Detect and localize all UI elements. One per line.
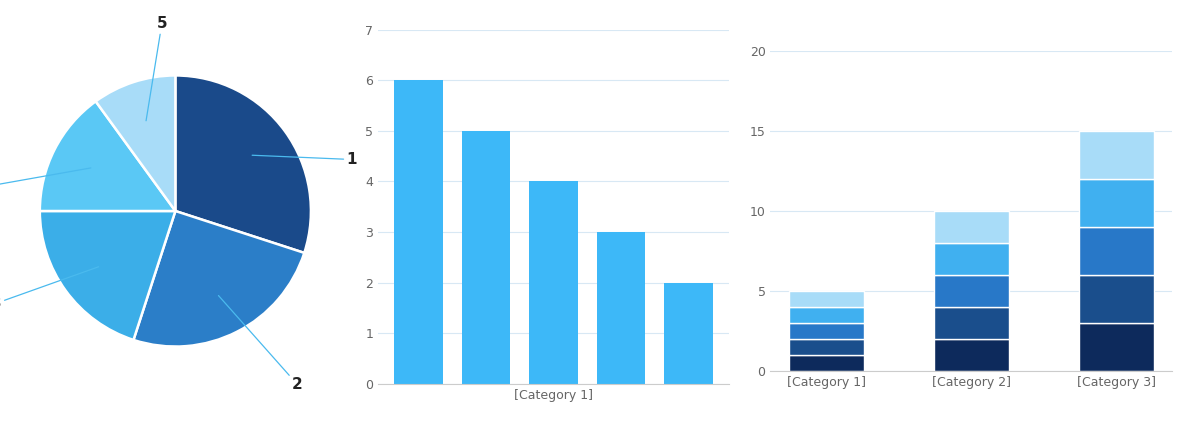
Bar (933, 211, 1009, 243)
Bar (1078, 227, 1155, 275)
Bar (665, 283, 713, 384)
Bar (933, 243, 1009, 275)
Bar (1078, 275, 1155, 323)
Text: 4: 4 (0, 168, 90, 194)
Wedge shape (39, 101, 176, 211)
Text: 5: 5 (146, 16, 168, 121)
Legend: 1, 2, 3, 4, 5: 1, 2, 3, 4, 5 (860, 419, 1083, 422)
Wedge shape (39, 211, 176, 340)
Bar (788, 355, 864, 371)
Wedge shape (95, 76, 176, 211)
Wedge shape (175, 76, 310, 253)
Bar (1078, 323, 1155, 371)
Bar (461, 131, 510, 384)
Text: 3: 3 (0, 267, 99, 311)
Text: 1: 1 (252, 152, 357, 167)
Bar (394, 80, 442, 384)
Bar (788, 291, 864, 307)
Bar (933, 307, 1009, 339)
Bar (788, 339, 864, 355)
Bar (788, 323, 864, 339)
Bar (597, 232, 646, 384)
Bar (1078, 179, 1155, 227)
Bar (933, 339, 1009, 371)
Bar (529, 181, 578, 384)
Bar (1078, 131, 1155, 179)
Bar (788, 307, 864, 323)
Text: 2: 2 (219, 295, 303, 392)
Bar (933, 275, 1009, 307)
Wedge shape (133, 211, 304, 346)
